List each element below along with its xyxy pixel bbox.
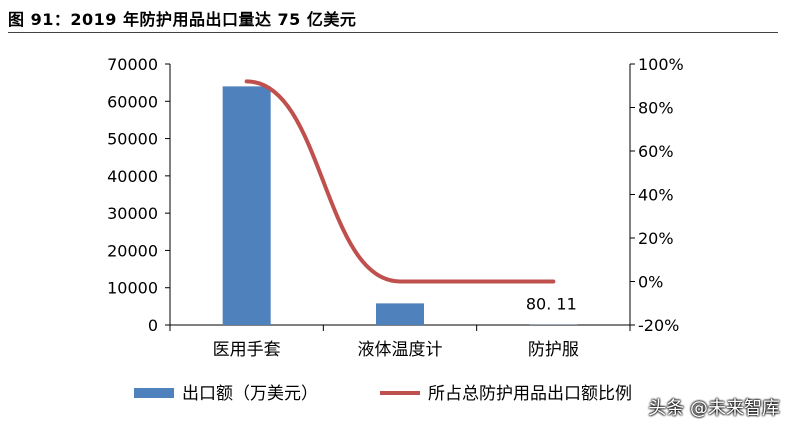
bar (222, 86, 271, 325)
page-title: 图 91：2019 年防护用品出口量达 75 亿美元 (8, 10, 357, 29)
right-tick-label: 80% (638, 99, 674, 118)
legend-swatch-bar (134, 388, 174, 398)
right-tick-label: 20% (638, 229, 674, 248)
title-rule (8, 32, 778, 33)
watermark: 头条 @未来智库 (648, 398, 780, 419)
left-tick-label: 60000 (107, 92, 158, 111)
left-tick-label: 40000 (107, 167, 158, 186)
left-tick-label: 30000 (107, 204, 158, 223)
x-tick-label: 医用手套 (213, 340, 281, 360)
legend-label-line: 所占总防护用品出口额比例 (428, 384, 632, 404)
line-series (244, 79, 556, 284)
left-tick-label: 50000 (107, 130, 158, 149)
left-tick-label: 20000 (107, 241, 158, 260)
right-tick-label: 40% (638, 186, 674, 205)
right-tick-label: 60% (638, 142, 674, 161)
right-tick-label: 100% (638, 55, 684, 74)
x-tick-label: 防护服 (528, 340, 579, 360)
left-tick-label: 70000 (107, 55, 158, 74)
left-tick-label: 10000 (107, 279, 158, 298)
right-tick-label: -20% (638, 316, 679, 335)
x-tick-label: 液体温度计 (358, 340, 443, 360)
data-label: 80. 11 (526, 295, 577, 314)
bar (376, 303, 424, 325)
right-tick-label: 0% (638, 273, 663, 292)
left-tick-label: 0 (148, 316, 158, 335)
legend-label-bar: 出口额（万美元） (182, 384, 318, 404)
